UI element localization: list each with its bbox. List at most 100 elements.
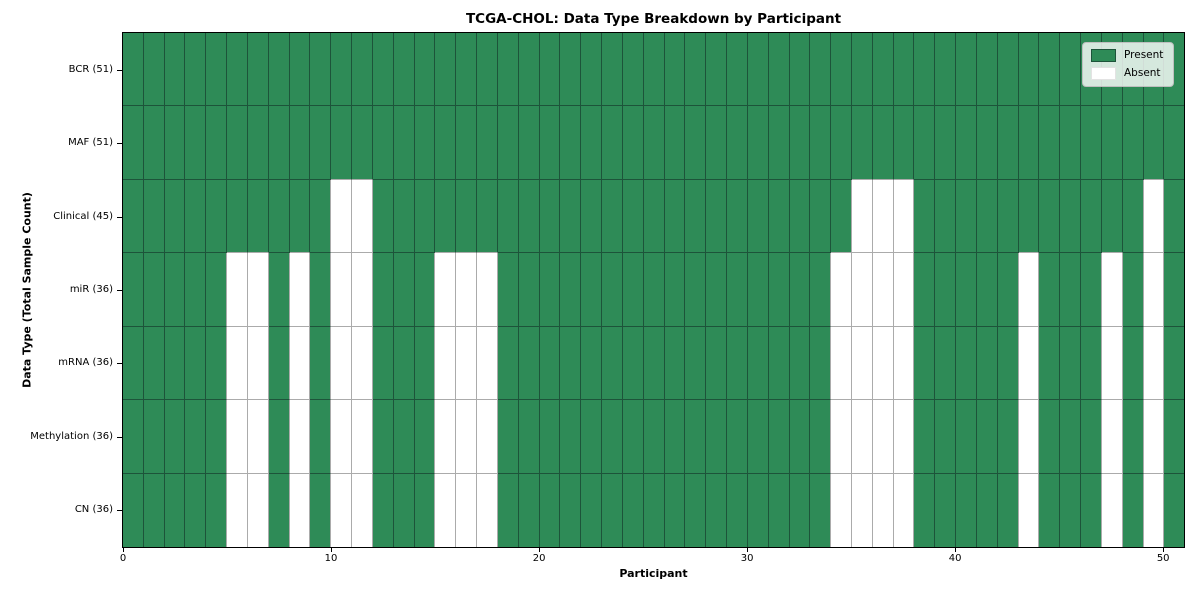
heatmap-cell xyxy=(393,33,415,107)
heatmap-cell xyxy=(789,106,811,180)
heatmap-cell xyxy=(456,179,478,254)
heatmap-cell xyxy=(1164,179,1185,254)
heatmap-cell xyxy=(206,473,228,547)
heatmap-cell xyxy=(372,400,394,474)
heatmap-cell xyxy=(789,400,811,474)
heatmap-cell xyxy=(956,179,977,254)
heatmap-row xyxy=(123,400,1185,474)
heatmap-cell xyxy=(602,106,623,180)
heatmap-cell xyxy=(164,106,186,180)
heatmap-cell xyxy=(435,179,457,254)
heatmap-cell xyxy=(935,106,957,180)
x-tick-label: 40 xyxy=(948,553,962,564)
heatmap-cell xyxy=(352,33,373,107)
heatmap-cell xyxy=(123,33,144,107)
heatmap-cell xyxy=(1143,106,1165,180)
heatmap-cell xyxy=(1143,473,1165,547)
heatmap-cell xyxy=(247,106,269,180)
heatmap-cell xyxy=(976,326,998,401)
absent-swatch xyxy=(1091,67,1116,80)
heatmap-cell xyxy=(581,253,603,327)
heatmap-cell xyxy=(831,253,852,327)
heatmap-cell xyxy=(227,33,248,107)
heatmap-cell xyxy=(539,179,561,254)
heatmap-cell xyxy=(747,253,769,327)
heatmap-cell xyxy=(247,179,269,254)
heatmap-cell xyxy=(1018,106,1040,180)
heatmap-cell xyxy=(1143,326,1165,401)
heatmap-cell xyxy=(602,326,623,401)
heatmap-cell xyxy=(247,473,269,547)
heatmap-cell xyxy=(227,400,248,474)
heatmap-cell xyxy=(747,106,769,180)
heatmap-cell xyxy=(706,400,728,474)
heatmap-cell xyxy=(185,473,207,547)
heatmap-cell xyxy=(1039,326,1061,401)
heatmap-cell xyxy=(227,473,248,547)
heatmap-cell xyxy=(539,33,561,107)
heatmap-cell xyxy=(185,253,207,327)
heatmap-cell xyxy=(1060,106,1082,180)
x-tick-mark xyxy=(955,548,957,552)
heatmap-cell xyxy=(831,106,852,180)
heatmap-cell xyxy=(685,400,707,474)
heatmap-cell xyxy=(643,326,665,401)
heatmap-cell xyxy=(539,253,561,327)
chart-title: TCGA-CHOL: Data Type Breakdown by Partic… xyxy=(465,11,842,27)
heatmap-cell xyxy=(997,179,1019,254)
heatmap-cell xyxy=(477,473,498,547)
heatmap-cell xyxy=(706,179,728,254)
heatmap-cell xyxy=(206,33,228,107)
heatmap-cell xyxy=(727,473,748,547)
heatmap-cell xyxy=(956,33,977,107)
heatmap-cell xyxy=(331,33,353,107)
y-tick-mark xyxy=(117,436,122,438)
heatmap-cell xyxy=(1101,106,1123,180)
heatmap-cell xyxy=(602,253,623,327)
x-tick-label: 20 xyxy=(532,553,546,564)
heatmap-cell xyxy=(268,253,290,327)
heatmap-cell xyxy=(768,400,790,474)
heatmap-cell xyxy=(956,253,977,327)
heatmap-cell xyxy=(497,253,519,327)
heatmap-cell xyxy=(477,33,498,107)
heatmap-cell xyxy=(997,33,1019,107)
heatmap-cell xyxy=(810,400,832,474)
x-tick-mark xyxy=(1163,548,1165,552)
legend-label-absent: Absent xyxy=(1124,67,1161,79)
heatmap-cell xyxy=(435,473,457,547)
heatmap-cell xyxy=(539,400,561,474)
heatmap-cell xyxy=(456,326,478,401)
heatmap-cell xyxy=(393,179,415,254)
heatmap-cell xyxy=(1060,179,1082,254)
heatmap-cell xyxy=(331,253,353,327)
heatmap-cell xyxy=(310,253,332,327)
heatmap-cell xyxy=(372,253,394,327)
heatmap-cell xyxy=(622,326,644,401)
heatmap-cell xyxy=(935,179,957,254)
heatmap-cell xyxy=(185,179,207,254)
heatmap-cell xyxy=(477,326,498,401)
heatmap-cell xyxy=(643,106,665,180)
heatmap-row xyxy=(123,106,1185,180)
heatmap-cell xyxy=(997,253,1019,327)
x-tick-label: 30 xyxy=(740,553,754,564)
heatmap-cell xyxy=(581,179,603,254)
heatmap-cell xyxy=(560,400,582,474)
heatmap-cell xyxy=(810,326,832,401)
heatmap-cell xyxy=(872,253,894,327)
heatmap-cell xyxy=(143,33,165,107)
heatmap-cell xyxy=(268,400,290,474)
heatmap-cell xyxy=(727,326,748,401)
heatmap-cell xyxy=(810,106,832,180)
heatmap-cell xyxy=(1039,106,1061,180)
heatmap-cell xyxy=(1122,326,1144,401)
heatmap-cell xyxy=(1101,326,1123,401)
heatmap-row xyxy=(123,179,1185,254)
heatmap-cell xyxy=(352,253,373,327)
heatmap-cell xyxy=(706,33,728,107)
heatmap-cell xyxy=(768,106,790,180)
heatmap-cell xyxy=(123,253,144,327)
heatmap-cell xyxy=(664,473,686,547)
